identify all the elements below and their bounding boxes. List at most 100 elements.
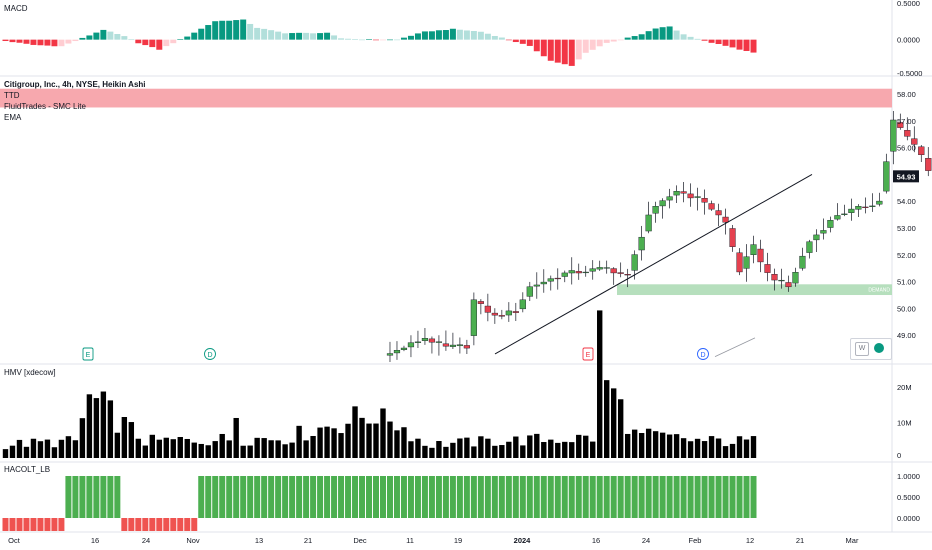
price-tick-0: 58.00	[897, 90, 916, 99]
macd-histogram-bar	[9, 39, 16, 43]
candle-body	[526, 286, 533, 297]
time-tick-0: Oct	[8, 536, 21, 545]
hacolt-bar	[750, 476, 757, 518]
volume-bar	[708, 436, 715, 458]
candle-body	[624, 274, 631, 276]
candle-body	[414, 341, 422, 343]
volume-bar	[387, 421, 393, 458]
visibility-toggle[interactable]: W	[850, 338, 892, 360]
candle-body	[869, 205, 876, 207]
volume-bar	[149, 434, 155, 458]
hacolt-bar	[393, 476, 400, 518]
volume-bar	[401, 427, 407, 458]
volume-label: HMV [xdecow]	[4, 368, 56, 377]
candle-body	[533, 284, 540, 287]
hacolt-bar	[79, 476, 86, 518]
candle-body	[855, 206, 862, 210]
hacolt-tick-05: 0.5000	[897, 493, 920, 502]
volume-bar	[408, 441, 414, 458]
volume-bar	[65, 436, 72, 458]
price-tick-5: 53.00	[897, 224, 916, 233]
hacolt-bar	[247, 476, 254, 518]
hacolt-bar	[44, 518, 51, 531]
macd-histogram-bar	[736, 39, 743, 50]
time-tick-14: 21	[796, 536, 804, 545]
volume-bar	[16, 439, 23, 458]
volume-bar	[191, 442, 197, 458]
candle-body	[393, 350, 401, 354]
volume-bar	[170, 439, 176, 458]
macd-histogram-bar	[484, 33, 491, 40]
hacolt-bar	[170, 518, 177, 531]
hacolt-bar	[400, 476, 407, 518]
macd-histogram-bar	[51, 39, 58, 47]
hacolt-bar	[268, 476, 275, 518]
chart-title: Citigroup, Inc., 4h, NYSE, Heikin Ashi	[4, 80, 146, 89]
candle-body	[701, 198, 708, 203]
hacolt-bar	[673, 476, 680, 518]
candle-body	[645, 214, 652, 232]
w-icon[interactable]: W	[855, 342, 869, 356]
macd-histogram-bar	[156, 39, 163, 50]
macd-histogram-bar	[652, 28, 659, 40]
hacolt-bar	[317, 476, 324, 518]
volume-bar	[694, 438, 701, 458]
volume-bar	[58, 439, 65, 458]
demand-zone-label: DEMAND	[868, 288, 890, 294]
candle-body	[715, 210, 722, 216]
candle-body	[449, 344, 456, 347]
macd-histogram-bar	[435, 30, 442, 40]
candle-body	[813, 234, 820, 241]
volume-bar	[135, 438, 142, 458]
macd-histogram-bar	[114, 34, 121, 40]
hacolt-bar	[212, 476, 219, 518]
macd-histogram-bar	[575, 39, 582, 60]
hacolt-bar	[407, 476, 414, 518]
volume-bar	[617, 399, 624, 458]
macd-histogram-bar	[149, 39, 156, 48]
macd-histogram-bar	[198, 28, 205, 40]
candle-body	[911, 138, 918, 145]
macd-histogram-bar	[142, 39, 149, 46]
hacolt-bar	[282, 476, 289, 518]
volume-bar	[569, 442, 575, 458]
macd-histogram-bar	[303, 32, 310, 40]
macd-histogram-bar	[540, 39, 547, 57]
volume-bar	[86, 394, 93, 458]
dot-icon[interactable]	[874, 343, 884, 353]
macd-histogram-bar	[442, 30, 449, 40]
macd-histogram-bar	[247, 23, 254, 40]
volume-bar	[352, 406, 358, 458]
hacolt-bar	[477, 476, 484, 518]
hacolt-bar	[568, 476, 575, 518]
macd-histogram-bar	[491, 36, 498, 40]
event-marker-3	[697, 348, 709, 360]
candle-body	[610, 268, 617, 274]
volume-bar	[562, 441, 568, 458]
hacolt-bar	[491, 476, 498, 518]
volume-bar	[373, 423, 379, 458]
hacolt-bar	[72, 476, 79, 518]
hacolt-bar	[163, 518, 170, 531]
candle-body	[652, 206, 659, 214]
macd-histogram-bar	[603, 39, 610, 43]
hacolt-bar	[9, 518, 16, 531]
hacolt-bar	[191, 518, 198, 531]
candle-body	[883, 161, 890, 192]
hacolt-bar	[100, 476, 107, 518]
macd-histogram-bar	[680, 34, 687, 40]
volume-tick-0: 0	[897, 451, 901, 460]
candle-body	[743, 256, 750, 269]
macd-histogram-bar	[414, 33, 421, 40]
hacolt-bar	[638, 476, 645, 518]
hacolt-bar	[624, 476, 631, 518]
candle-body	[736, 252, 743, 273]
hacolt-bar	[547, 476, 554, 518]
hacolt-bar	[58, 518, 65, 531]
volume-bar	[548, 439, 554, 458]
hacolt-bar	[463, 476, 470, 518]
volume-bar	[198, 443, 204, 458]
hacolt-bar	[386, 476, 393, 518]
time-tick-10: 16	[592, 536, 600, 545]
